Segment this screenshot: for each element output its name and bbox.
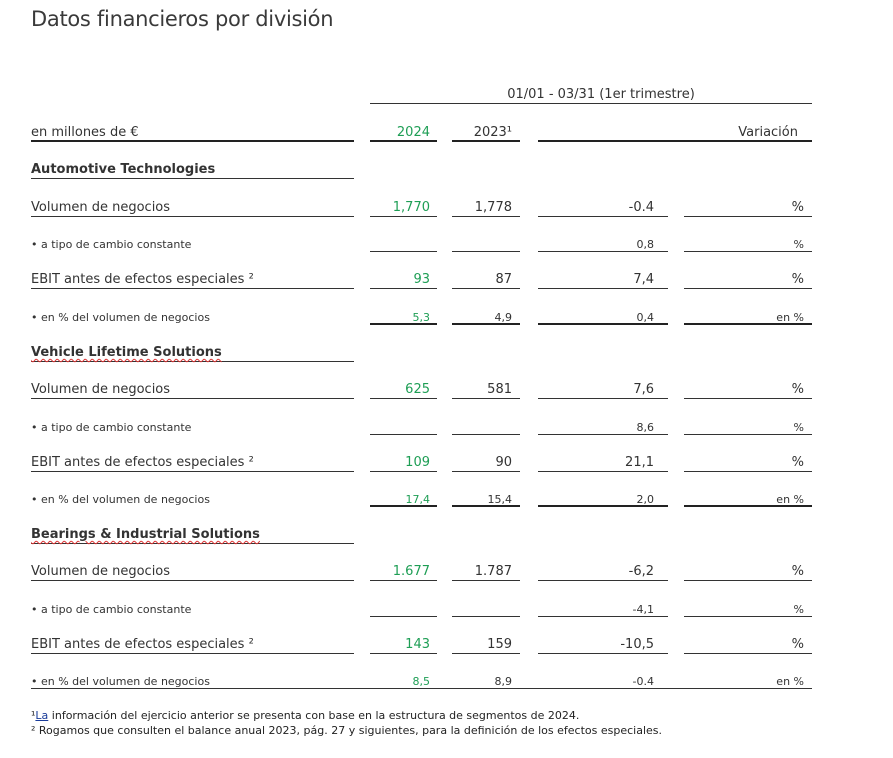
row-label: Volumen de negocios <box>31 199 354 217</box>
row-label: • en % del volumen de negocios <box>31 493 210 506</box>
value-variation: -0.4 <box>632 675 654 688</box>
page-title: Datos financieros por división <box>31 7 334 31</box>
value-2023: 87 <box>452 271 520 289</box>
value-2024: 143 <box>370 636 437 654</box>
variation-unit: % <box>684 563 812 581</box>
value-variation: -0.4 <box>538 199 668 217</box>
variation-unit: en % <box>776 675 804 688</box>
variation-unit: % <box>684 636 812 654</box>
value-2024: 109 <box>370 454 437 472</box>
value-2024: 1.677 <box>370 563 437 581</box>
row-label: • en % del volumen de negocios <box>31 311 210 324</box>
value-2024: 625 <box>370 381 437 399</box>
section-title-text: Vehicle Lifetime Solutions <box>31 345 222 360</box>
value-2023: 159 <box>452 636 520 654</box>
section-title: Vehicle Lifetime Solutions <box>31 344 354 362</box>
row-label: EBIT antes de efectos especiales ² <box>31 271 354 289</box>
row-label: Volumen de negocios <box>31 563 354 581</box>
column-header-2023: 2023¹ <box>452 124 520 142</box>
row-label: EBIT antes de efectos especiales ² <box>31 454 354 472</box>
table-bottom-rule <box>31 688 812 689</box>
value-2023: 4,9 <box>452 310 520 325</box>
value-2023: 1.787 <box>452 563 520 581</box>
value-2023 <box>452 420 520 435</box>
section-title-text: Bearings & Industrial Solutions <box>31 527 260 542</box>
variation-unit: % <box>684 271 812 289</box>
row-label: • a tipo de cambio constante <box>31 603 192 616</box>
row-label: Volumen de negocios <box>31 381 354 399</box>
value-variation: 7,4 <box>538 271 668 289</box>
footnote-1-mark: ¹ <box>31 709 36 722</box>
value-2024: 5,3 <box>370 310 437 325</box>
variation-unit: % <box>684 199 812 217</box>
value-variation: 8,6 <box>538 420 668 435</box>
value-2023 <box>452 602 520 617</box>
value-variation: 2,0 <box>538 492 668 507</box>
value-variation: 21,1 <box>538 454 668 472</box>
section-title: Automotive Technologies <box>31 161 354 179</box>
variation-unit: % <box>684 454 812 472</box>
footnote-1: ¹La información del ejercicio anterior s… <box>31 708 662 723</box>
value-variation: -6,2 <box>538 563 668 581</box>
column-header-2024: 2024 <box>370 124 437 142</box>
variation-unit: % <box>684 381 812 399</box>
value-2024: 17,4 <box>370 492 437 507</box>
value-2024 <box>370 602 437 617</box>
section-title: Bearings & Industrial Solutions <box>31 526 354 544</box>
value-2024 <box>370 237 437 252</box>
value-2024 <box>370 420 437 435</box>
value-variation: 0,4 <box>538 310 668 325</box>
footnote-2: ² Rogamos que consulten el balance anual… <box>31 724 663 737</box>
footnote-1-link[interactable]: La <box>35 709 49 722</box>
value-2023 <box>452 237 520 252</box>
row-label: EBIT antes de efectos especiales ² <box>31 636 354 654</box>
variation-unit: % <box>684 420 812 435</box>
variation-unit: en % <box>684 310 812 325</box>
value-2023: 581 <box>452 381 520 399</box>
value-2024: 1,770 <box>370 199 437 217</box>
footnote-1-text: información del ejercicio anterior se pr… <box>48 709 580 722</box>
value-2024: 8,5 <box>412 675 431 688</box>
value-variation: -10,5 <box>538 636 668 654</box>
row-label: • a tipo de cambio constante <box>31 238 192 251</box>
unit-label: en millones de € <box>31 124 354 142</box>
footnotes: ¹La información del ejercicio anterior s… <box>31 708 662 738</box>
value-2023: 15,4 <box>452 492 520 507</box>
value-2023: 8,9 <box>494 675 513 688</box>
value-2023: 90 <box>452 454 520 472</box>
period-header: 01/01 - 03/31 (1er trimestre) <box>370 86 812 104</box>
row-label: • en % del volumen de negocios <box>31 675 210 688</box>
row-label: • a tipo de cambio constante <box>31 421 192 434</box>
variation-unit: % <box>684 602 812 617</box>
variation-unit: % <box>684 237 812 252</box>
variation-unit: en % <box>684 492 812 507</box>
column-header-variation: Variación <box>538 124 812 142</box>
value-variation: -4,1 <box>538 602 668 617</box>
value-2023: 1,778 <box>452 199 520 217</box>
value-variation: 0,8 <box>538 237 668 252</box>
value-variation: 7,6 <box>538 381 668 399</box>
value-2024: 93 <box>370 271 437 289</box>
